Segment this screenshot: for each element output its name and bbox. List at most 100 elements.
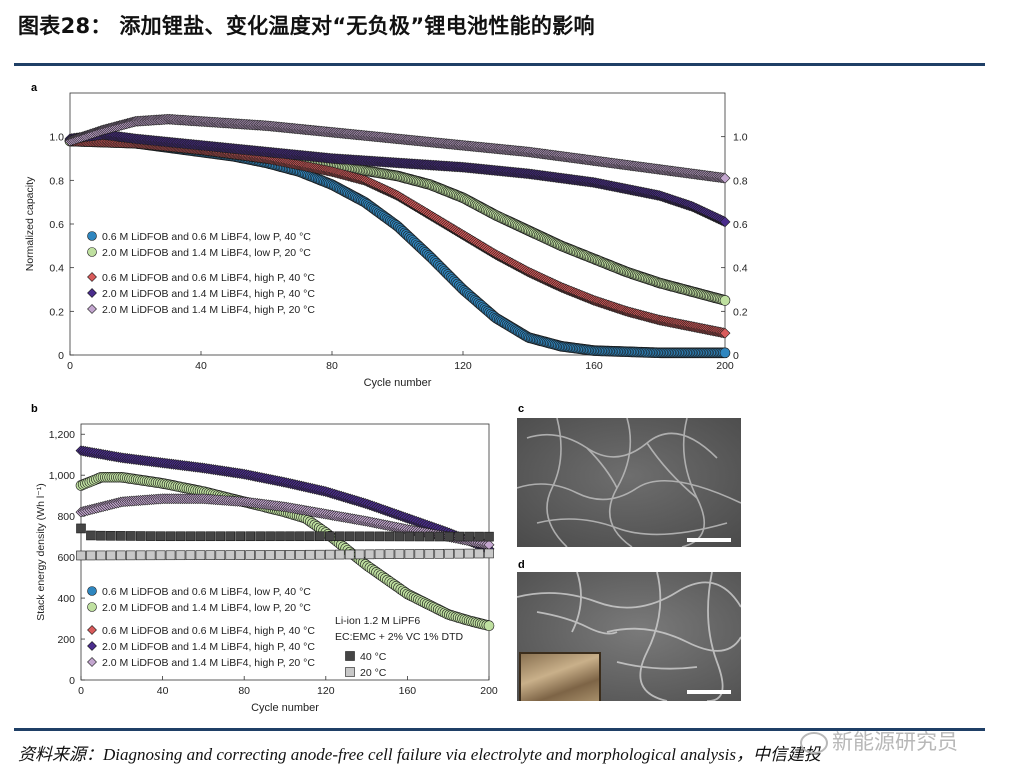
panel-b-series-7-point: [364, 549, 375, 560]
panel-b-series-6-point: [464, 531, 474, 542]
panel-b-series-7-point: [454, 548, 464, 559]
panel-b-series-7-point: [295, 549, 305, 560]
panel-b-x-tick-label: 80: [238, 685, 250, 697]
panel-b-series-6-point: [374, 531, 385, 542]
panel-a-x-tick-label: 40: [195, 360, 207, 372]
panel-b-series-6-point: [225, 531, 236, 542]
panel-b-series-6-point: [175, 531, 186, 542]
panel-b-series-2-point: [483, 620, 495, 632]
panel-b-series-7-point: [235, 550, 246, 560]
panel-b-series-7-point: [384, 549, 395, 559]
panel-b-series-6-point: [125, 531, 136, 541]
panel-a-series-2-point: [719, 295, 731, 306]
panel-a-y-right-tick-label: 0.2: [733, 306, 748, 318]
panel-b-legend-marker-5: [87, 657, 97, 667]
panel-b-legend-label-3: 0.6 M LiDFOB and 0.6 M LiBF4, high P, 40…: [102, 625, 315, 637]
panel-b-series-7-point: [315, 549, 325, 560]
sem-image-d: [517, 572, 741, 701]
panel-b-series-7-point: [484, 548, 494, 559]
panel-b-series-6-point: [404, 531, 415, 542]
panel-b-series-6-point: [434, 531, 445, 542]
panel-a-x-axis-label: Cycle number: [364, 377, 432, 389]
panel-b-series-7-point: [76, 550, 86, 561]
panel-a-y-right-tick-label: 0: [733, 350, 739, 362]
panel-b-legend-marker-6: [345, 651, 355, 661]
panel-label-d: d: [518, 559, 525, 571]
panel-b-series-6-point: [285, 531, 295, 542]
panel-b-series-7-point: [225, 550, 236, 560]
panel-b-series-6-point: [76, 523, 86, 534]
panel-b-legend-marker-3: [87, 625, 97, 635]
panel-b-series-7-point: [424, 549, 435, 559]
panel-b-series-7-point: [334, 549, 345, 560]
panel-b-series-7-point: [374, 549, 385, 560]
panel-b-series-7-point: [305, 549, 315, 560]
panel-b-series-6-point: [484, 531, 494, 542]
panel-b-series-6-point: [384, 531, 395, 542]
panel-b-series-7-point: [86, 550, 96, 561]
panel-b-series-6-point: [305, 531, 315, 542]
panel-b-series-6-point: [155, 531, 166, 542]
panel-b-series-6-point: [245, 531, 255, 542]
panel-b-series-7-point: [434, 549, 445, 559]
panel-b-series-7-point: [145, 550, 156, 561]
panel-label-c: c: [518, 403, 525, 415]
panel-b-series-6-point: [424, 531, 435, 542]
panel-b-series-7-point: [275, 550, 285, 560]
panel-b-series-7-point: [344, 549, 355, 560]
panel-b-series-7-point: [474, 548, 484, 559]
panel-b-x-axis-label: Cycle number: [251, 702, 319, 714]
panel-b-series-7-point: [195, 550, 206, 560]
panel-a-x-tick-label: 120: [454, 360, 472, 372]
panel-a-x-tick-label: 0: [67, 360, 73, 372]
panel-b-x-tick-label: 160: [399, 685, 417, 697]
panel-b-series-6-point: [165, 531, 176, 542]
panel-b-series-6-point: [344, 531, 355, 542]
panel-b-series-6-point: [354, 531, 365, 542]
panel-a-y-right-tick-label: 0.6: [733, 219, 748, 231]
panel-b-y-tick-label: 1,200: [49, 429, 75, 441]
panel-a-y-tick-label: 0.8: [49, 175, 64, 187]
panel-b-legend-label-7: 20 °C: [360, 667, 387, 679]
panel-b-series-7-point: [285, 550, 295, 560]
panel-a-legend-label-1: 0.6 M LiDFOB and 0.6 M LiBF4, low P, 40 …: [102, 231, 311, 243]
watermark: 新能源研究员: [800, 726, 958, 756]
panel-b-series-6-point: [235, 531, 246, 542]
panel-b-series-6-point: [255, 531, 265, 542]
panel-b-legend2-title-line1: Li-ion 1.2 M LiPF6: [335, 615, 420, 627]
panel-b-legend-label-5: 2.0 M LiDFOB and 1.4 M LiBF4, high P, 20…: [102, 657, 315, 669]
panel-a-legend-marker-3: [87, 272, 97, 282]
panel-b-series-6-point: [334, 531, 345, 542]
panel-b-series-7-point: [106, 550, 116, 561]
panel-b-series-7-point: [135, 550, 146, 561]
panel-a-y-tick-label: 0: [58, 350, 64, 362]
panel-b-series-7-point: [155, 550, 166, 561]
panel-b-y-tick-label: 1,000: [49, 470, 75, 482]
panel-b-series-7-point: [116, 550, 126, 561]
panel-a-x-tick-label: 80: [326, 360, 338, 372]
panel-a-legend-marker-2: [87, 247, 97, 257]
panel-b-series-7-point: [96, 550, 106, 561]
panel-b-legend-label-6: 40 °C: [360, 651, 387, 663]
panel-a-y-tick-label: 1.0: [49, 132, 64, 144]
panel-b-series-6-point: [454, 531, 464, 542]
panel-b-x-tick-label: 200: [480, 685, 498, 697]
panel-b-series-7-point: [324, 549, 335, 560]
panel-b-series-6-point: [106, 530, 116, 541]
panel-b-series-7-point: [205, 550, 216, 560]
panel-b-series-7-point: [245, 550, 255, 560]
panel-a-y-axis-label: Normalized capacity: [24, 176, 36, 271]
panel-b-legend-label-4: 2.0 M LiDFOB and 1.4 M LiBF4, high P, 40…: [102, 641, 315, 653]
panel-a-legend-label-2: 2.0 M LiDFOB and 1.4 M LiBF4, low P, 20 …: [102, 247, 311, 259]
panel-b-series-7-point: [464, 548, 474, 559]
panel-b-series-6-point: [96, 530, 106, 541]
panel-b-legend-marker-7: [345, 667, 355, 677]
panel-b-series-6-point: [205, 531, 216, 542]
panel-a-series-3-point: [719, 327, 731, 339]
panel-b-y-tick-label: 800: [57, 511, 75, 523]
bottom-divider: [14, 728, 985, 731]
panel-b-series-6-point: [364, 531, 375, 542]
panel-b-y-tick-label: 0: [69, 675, 75, 687]
panel-b-series-6-point: [195, 531, 206, 542]
